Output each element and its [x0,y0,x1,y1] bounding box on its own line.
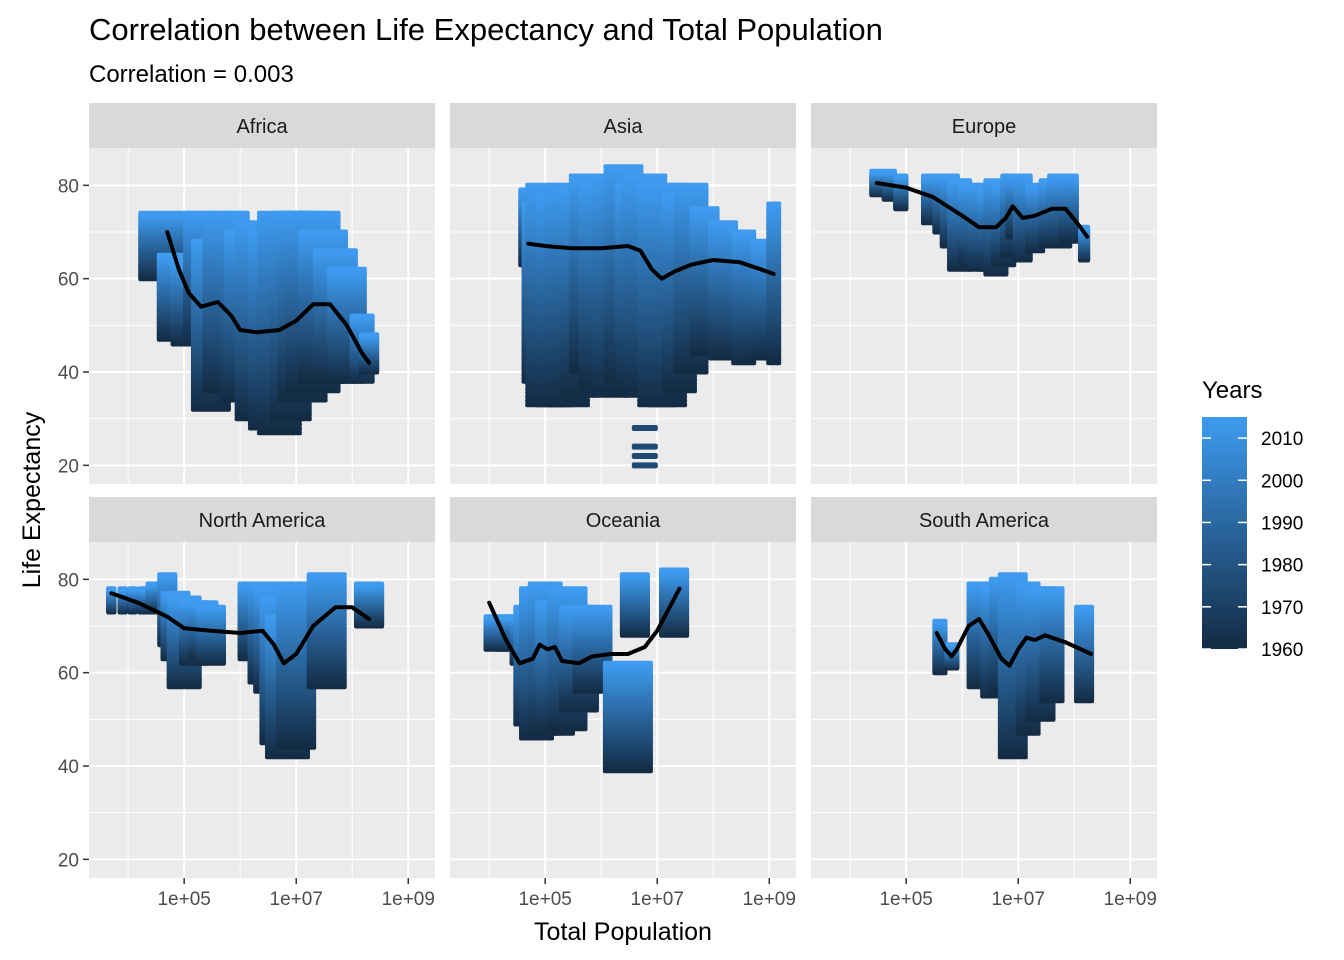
data-point [631,443,658,450]
data-point [127,586,138,592]
data-point [160,590,191,596]
data-point [603,164,644,170]
data-point [138,210,197,216]
data-point [312,248,358,254]
data-point [881,168,897,174]
panel-asia: Asia [450,103,796,484]
data-point [731,229,757,235]
strip-label-oceania: Oceania [586,510,661,532]
data-point [219,210,250,216]
data-point [247,581,278,587]
data-point [306,572,347,578]
data-point [708,220,739,226]
x-tick-label: 1e+05 [157,889,210,910]
y-tick-label: 40 [58,363,79,384]
y-tick-label: 80 [58,176,79,197]
y-tick-label: 80 [58,570,79,591]
y-tick-label: 20 [58,456,79,477]
data-point [359,332,380,338]
panel-europe: Europe [811,103,1157,484]
y-tick-label: 60 [58,664,79,685]
y-tick-label: 60 [58,270,79,291]
data-point [893,173,909,179]
data-point [631,453,658,459]
strip-africa [89,103,435,148]
data-point [195,604,226,610]
data-point [269,416,312,422]
data-point [689,206,720,212]
y-tick-label: 20 [58,850,79,871]
data-point [947,178,973,184]
points-africa [138,210,380,436]
data-point [622,173,668,179]
data-point [256,422,302,428]
x-tick-label: 1e+07 [270,889,323,910]
data-point [269,405,312,410]
data-point [1012,173,1033,179]
data-point [631,462,658,469]
data-point [166,595,202,601]
data-point [298,229,348,235]
facet-panels: Africa 20 40 60 80 Asia Europe North America 20 4… [58,103,1157,910]
strip-label-asia: Asia [604,116,644,138]
data-point [939,173,960,179]
data-point [106,586,117,592]
data-point [631,425,658,431]
data-point [766,201,782,207]
y-tick-label: 40 [58,757,79,778]
chart-title: Correlation between Life Expectancy and … [89,12,883,47]
data-point [157,572,178,578]
data-point [256,426,302,432]
data-point [673,182,709,188]
data-point [117,586,128,592]
panel-north-america: North America 20 40 60 80 1e+05 1e+07 1e+09 [58,497,435,910]
strip-label-europe: Europe [952,116,1017,138]
data-point [1058,173,1079,179]
data-point [285,210,341,216]
data-point [188,600,219,606]
x-tick-label: 1e+09 [382,889,435,910]
chart-subtitle: Correlation = 0.003 [89,61,294,88]
strip-label-africa: Africa [236,116,288,138]
panel-africa: Africa 20 40 60 80 [58,103,435,484]
strip-label-north-america: North America [199,510,327,532]
data-point [349,313,375,319]
data-point [354,581,385,587]
data-point [326,266,367,272]
data-point [256,430,302,436]
